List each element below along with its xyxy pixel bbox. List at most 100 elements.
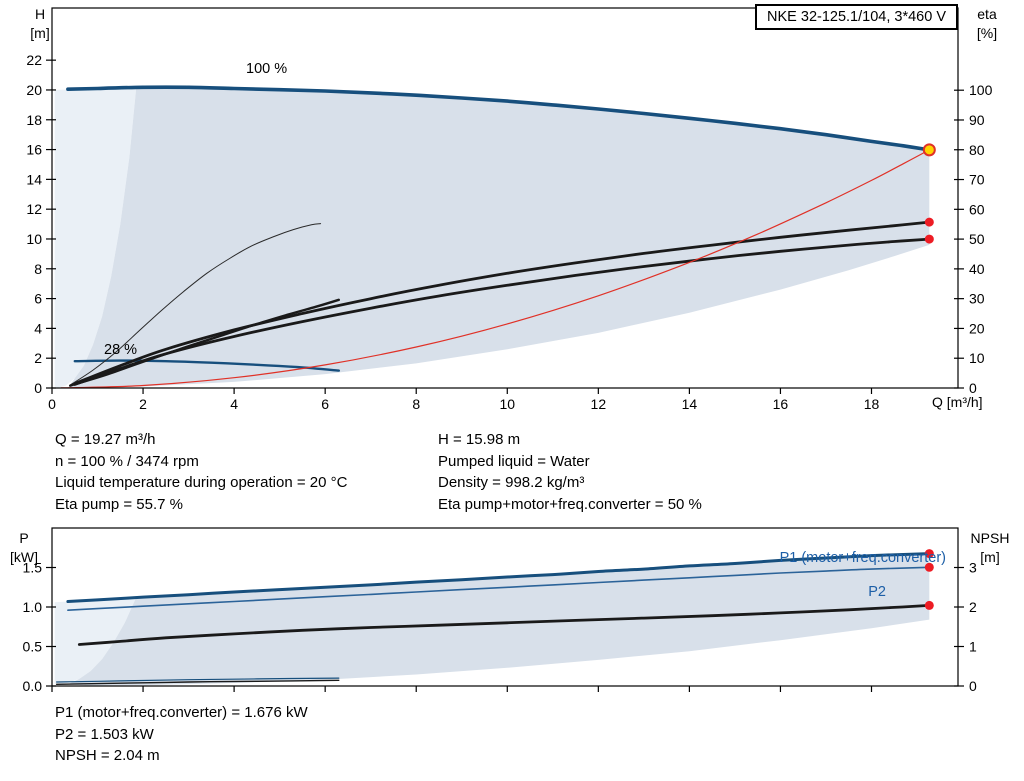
info-line-temp: Liquid temperature during operation = 20…	[55, 474, 348, 491]
axis-tick-label: 2	[139, 396, 147, 412]
operating-point-col2: H = 15.98 m Pumped liquid = Water Densit…	[438, 429, 702, 515]
info-line-p1: P1 (motor+freq.converter) = 1.676 kW	[55, 704, 308, 721]
axis-tick-label: 1.5	[23, 560, 43, 576]
axis-tick-label: 10	[969, 350, 985, 366]
power-npsh-chart: 0.0 0.5 1.0 1.5 0 1 2 3	[23, 527, 977, 694]
p1-point	[924, 549, 934, 559]
npsh-point	[924, 600, 934, 610]
axis-tick-label: 20	[26, 82, 42, 98]
p-axis-symbol: P	[19, 530, 29, 546]
qh-eta-chart: 0246810121416182022010203040506070809010…	[26, 7, 993, 412]
axis-tick-label: 80	[969, 142, 985, 158]
axis-tick-label: 4	[230, 396, 238, 412]
eta-axis-symbol: eta	[977, 6, 997, 22]
axis-tick-label: 10	[499, 396, 515, 412]
p1-curve	[66, 552, 931, 603]
npsh-curve	[77, 604, 931, 646]
info-line-h: H = 15.98 m	[438, 431, 521, 448]
qh-100pct	[66, 85, 932, 152]
h-axis-title: H [m]	[20, 5, 60, 43]
axis-tick-label: 18	[864, 396, 880, 412]
eta-pump-motor-freq	[73, 237, 931, 386]
p2-point	[924, 562, 934, 572]
axis-tick-label: 20	[969, 320, 985, 336]
pump-title-box: NKE 32-125.1/104, 3*460 V	[755, 4, 958, 30]
affinity-parabola	[60, 149, 930, 389]
axis-tick-label: 1	[969, 639, 977, 655]
eta-reduced-thick	[69, 298, 340, 387]
axis-tick-label: 40	[969, 261, 985, 277]
eta-axis-title: eta [%]	[964, 5, 1010, 43]
npsh-axis-title: NPSH [m]	[962, 529, 1018, 567]
axis-tick-label: 14	[682, 396, 698, 412]
p2-curve-label: P2	[868, 584, 886, 600]
axis-tick-label: 30	[969, 291, 985, 307]
axis-tick-label: 12	[591, 396, 607, 412]
p1-reduced	[56, 677, 340, 683]
p2-reduced	[55, 679, 340, 685]
p2-curve	[67, 566, 931, 611]
axis-tick-label: 12	[26, 201, 42, 217]
axis-tick-label: 16	[773, 396, 789, 412]
duty-point	[922, 143, 936, 157]
axis-tick-label: 6	[321, 396, 329, 412]
axis-tick-label: 18	[26, 112, 42, 128]
speed-28-label: 28 %	[104, 342, 138, 358]
h-axis-symbol: H	[34, 6, 46, 22]
q-axis-title: Q [m³/h]	[932, 394, 983, 410]
info-line-p2: P2 = 1.503 kW	[55, 725, 154, 743]
eta-reduced-thin	[69, 223, 322, 386]
axis-tick-label: 0	[48, 396, 56, 412]
p-axis-unit: [kW]	[10, 549, 38, 565]
axis-tick-label: 0	[969, 380, 977, 396]
axis-tick-label: 0.5	[23, 639, 43, 655]
envelope-dark	[67, 87, 930, 388]
eta-pump-point	[924, 217, 934, 227]
axis-tick-label: 4	[34, 320, 42, 336]
eta-pump	[73, 220, 931, 385]
axis-tick-label: 2	[34, 350, 42, 366]
envelope-light	[54, 88, 137, 388]
axis-tick-label: 6	[34, 291, 42, 307]
axis-tick-label: 0.0	[23, 678, 43, 694]
axis-tick-label: 60	[969, 201, 985, 217]
eta-total-point	[924, 234, 934, 244]
info-line-npsh: NPSH = 2.04 m	[55, 747, 160, 764]
h-axis-unit: [m]	[30, 25, 50, 41]
power-envelope-light	[54, 597, 137, 685]
power-envelope-dark	[67, 553, 930, 686]
p-axis-title: P [kW]	[2, 529, 46, 567]
info-line-q: Q = 19.27 m³/h	[55, 431, 156, 448]
p1-curve-label: P1 (motor+freq.converter)	[779, 550, 946, 566]
speed-100-label: 100 %	[246, 61, 288, 77]
info-line-n: n = 100 % / 3474 rpm	[55, 452, 199, 470]
operating-point-col1: Q = 19.27 m³/h n = 100 % / 3474 rpm Liqu…	[55, 429, 347, 515]
axis-tick-label: 14	[26, 171, 42, 187]
axis-tick-label: 0	[34, 380, 42, 396]
axis-tick-label: 2	[969, 599, 977, 615]
axis-tick-label: 50	[969, 231, 985, 247]
axis-tick-label: 70	[969, 172, 985, 188]
info-line-eta-pump: Eta pump = 55.7 %	[55, 495, 183, 513]
axis-tick-label: 8	[34, 261, 42, 277]
qh-28pct	[73, 359, 340, 372]
power-npsh-values: P1 (motor+freq.converter) = 1.676 kW P2 …	[55, 702, 308, 767]
axis-tick-label: 0	[969, 678, 977, 694]
qh-eta-chart-frame	[51, 7, 959, 389]
axis-tick-label: 10	[26, 231, 42, 247]
info-line-density: Density = 998.2 kg/m³	[438, 474, 585, 491]
axis-tick-label: 90	[969, 112, 985, 128]
axis-tick-label: 22	[26, 52, 42, 68]
info-line-eta-total: Eta pump+motor+freq.converter = 50 %	[438, 495, 702, 513]
axis-tick-label: 100	[969, 82, 993, 98]
axis-tick-label: 3	[969, 560, 977, 576]
eta-axis-unit: [%]	[976, 25, 998, 41]
info-line-liquid: Pumped liquid = Water	[438, 452, 590, 470]
npsh-axis-symbol: NPSH	[970, 530, 1010, 546]
axis-tick-label: 1.0	[23, 599, 43, 615]
axis-tick-label: 16	[26, 142, 42, 158]
axis-tick-label: 8	[412, 396, 420, 412]
npsh-axis-unit: [m]	[980, 549, 1000, 565]
